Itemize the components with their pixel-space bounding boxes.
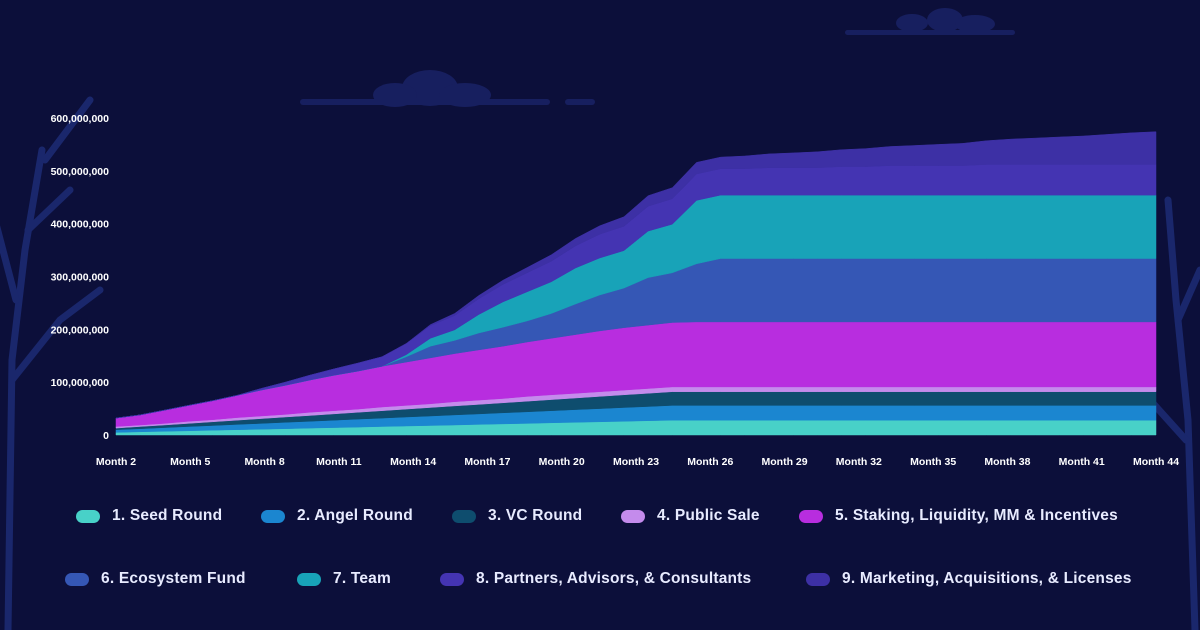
- x-tick-label: Month 38: [984, 456, 1030, 468]
- y-tick-label: 200,000,000: [51, 324, 110, 336]
- legend-swatch: [297, 572, 321, 586]
- y-tick-label: 0: [103, 430, 109, 442]
- legend-row-2: 6. Ecosystem Fund 7. Team 8. Partners, A…: [0, 570, 1200, 596]
- x-tick-label: Month 2: [96, 456, 136, 468]
- legend-label: 2. Angel Round: [297, 507, 413, 524]
- y-tick-label: 300,000,000: [51, 272, 110, 284]
- cloud-icon: [300, 70, 595, 107]
- legend-swatch: [440, 572, 464, 586]
- legend-swatch: [799, 509, 823, 523]
- y-tick-label: 500,000,000: [51, 166, 110, 178]
- legend-item-seed-round: 1. Seed Round: [76, 507, 222, 525]
- legend-row-1: 1. Seed Round 2. Angel Round 3. VC Round…: [0, 507, 1200, 533]
- legend-label: 7. Team: [333, 570, 391, 587]
- legend-label: 4. Public Sale: [657, 507, 760, 524]
- tree-icon: [0, 96, 104, 630]
- legend-swatch: [76, 509, 100, 523]
- x-tick-label: Month 5: [170, 456, 210, 468]
- legend-swatch: [452, 509, 476, 523]
- x-tick-label: Month 41: [1059, 456, 1105, 468]
- x-tick-label: Month 20: [539, 456, 585, 468]
- legend-item-marketing: 9. Marketing, Acquisitions, & Licenses: [806, 570, 1132, 588]
- y-axis: 0 100,000,000 200,000,000 300,000,000 400,00…: [51, 113, 110, 442]
- legend-item-partners: 8. Partners, Advisors, & Consultants: [440, 570, 751, 588]
- legend-label: 6. Ecosystem Fund: [101, 570, 246, 587]
- y-tick-label: 100,000,000: [51, 377, 110, 389]
- plot-area: [115, 131, 1157, 436]
- legend-label: 8. Partners, Advisors, & Consultants: [476, 570, 752, 587]
- legend-item-staking: 5. Staking, Liquidity, MM & Incentives: [799, 507, 1118, 525]
- y-tick-label: 400,000,000: [51, 219, 110, 231]
- x-tick-label: Month 14: [390, 456, 436, 468]
- legend-label: 9. Marketing, Acquisitions, & Licenses: [842, 570, 1132, 587]
- x-tick-label: Month 32: [836, 456, 882, 468]
- legend-swatch: [65, 572, 89, 586]
- area-series-9: [115, 131, 1157, 419]
- x-tick-label: Month 23: [613, 456, 659, 468]
- legend-label: 1. Seed Round: [112, 507, 223, 524]
- x-tick-label: Month 26: [687, 456, 733, 468]
- y-tick-label: 600,000,000: [51, 113, 110, 125]
- legend-label: 5. Staking, Liquidity, MM & Incentives: [835, 507, 1118, 524]
- legend-swatch: [806, 572, 830, 586]
- background-decor: [0, 8, 1200, 630]
- cloud-icon: [845, 8, 1015, 35]
- legend-item-ecosystem-fund: 6. Ecosystem Fund: [65, 570, 246, 588]
- legend-item-angel-round: 2. Angel Round: [261, 507, 413, 525]
- x-axis: Month 2 Month 5 Month 8 Month 11 Month 14 Mon…: [96, 456, 1179, 468]
- x-tick-label: Month 8: [244, 456, 284, 468]
- x-tick-label: Month 35: [910, 456, 956, 468]
- x-tick-label: Month 11: [316, 456, 362, 468]
- legend-item-public-sale: 4. Public Sale: [621, 507, 760, 525]
- x-tick-label: Month 29: [762, 456, 808, 468]
- legend-swatch: [261, 509, 285, 523]
- legend-label: 3. VC Round: [488, 507, 583, 524]
- legend-item-team: 7. Team: [297, 570, 391, 588]
- legend-item-vc-round: 3. VC Round: [452, 507, 582, 525]
- x-tick-label: Month 44: [1133, 456, 1179, 468]
- tree-icon: [1146, 196, 1200, 630]
- legend-swatch: [621, 509, 645, 523]
- x-tick-label: Month 17: [464, 456, 510, 468]
